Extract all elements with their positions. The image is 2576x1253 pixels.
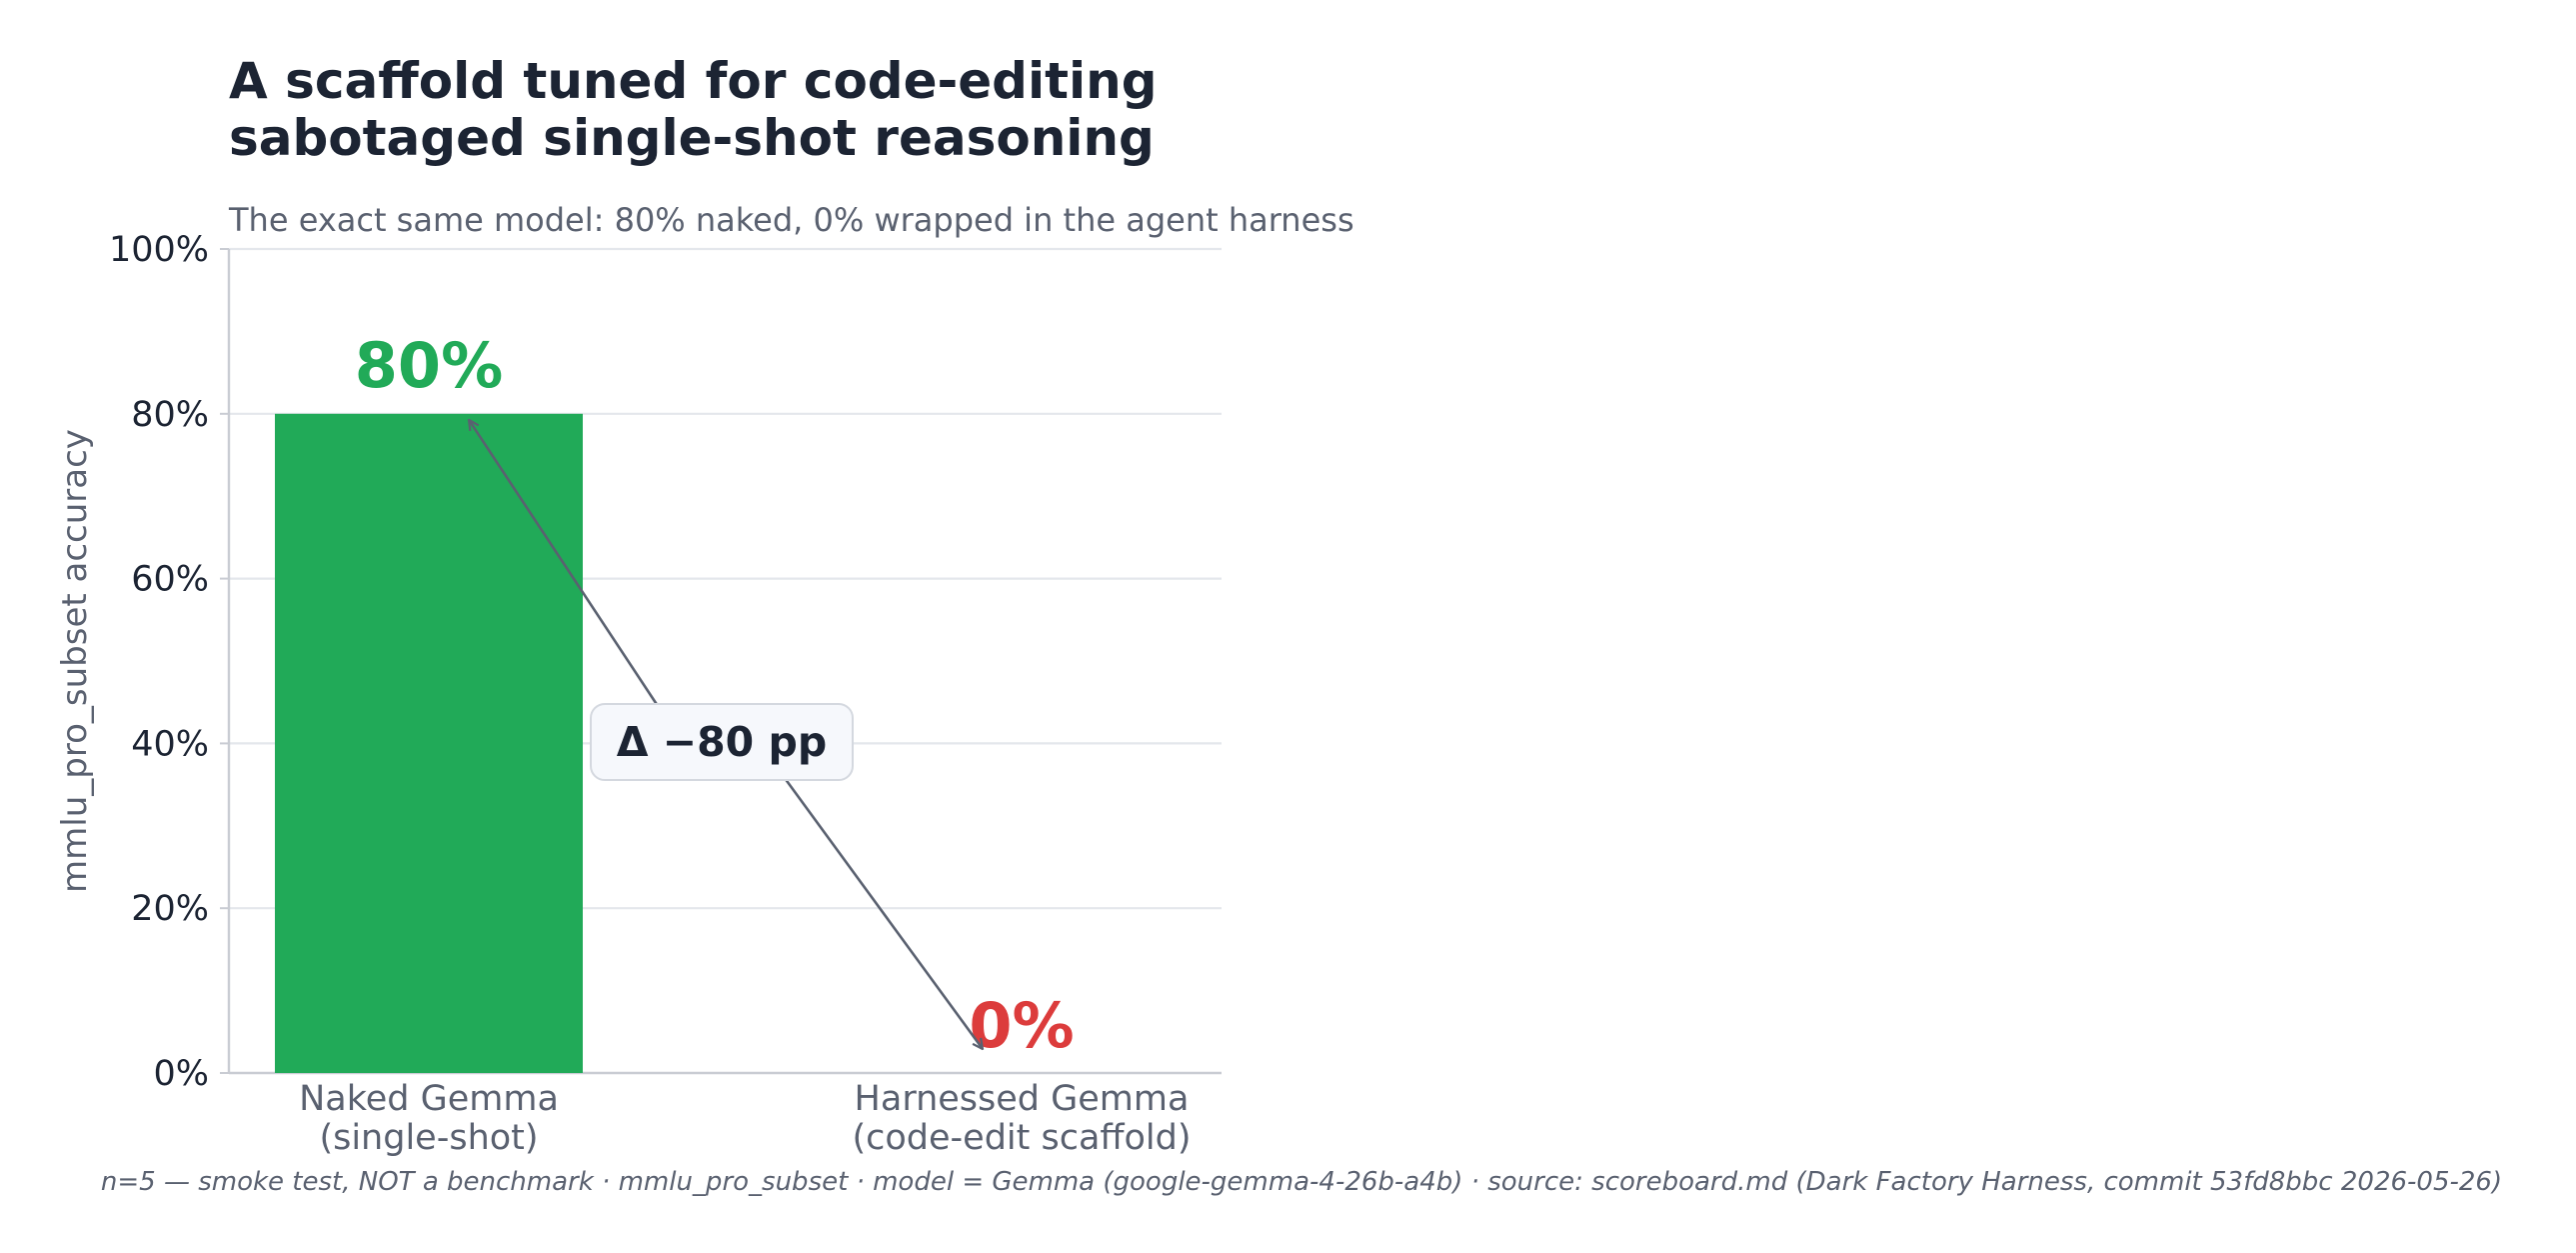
category-labels: Naked Gemma(single-shot) Harnessed Gemma(… <box>299 1079 1191 1158</box>
chart-subtitle: The exact same model: 80% naked, 0% wrap… <box>228 201 1354 239</box>
delta-label: Δ −80 pp <box>617 718 827 766</box>
bar-0 <box>275 413 583 1073</box>
chart-title-line-1: A scaffold tuned for code-editing <box>229 52 1158 110</box>
value-label-0: 80% <box>355 329 503 402</box>
y-tick-label-3: 60% <box>131 560 209 600</box>
y-tick-label-4: 80% <box>131 395 209 435</box>
delta-box <box>590 703 854 781</box>
y-tick-labels: 0% 20% 40% 60% 80% 100% <box>109 230 229 1094</box>
delta-arrow-down <box>780 773 983 1049</box>
value-labels: 80% 0% <box>355 329 1075 1062</box>
category-label-1-line-0: Harnessed Gemma <box>855 1079 1190 1119</box>
y-axis-label: mmlu_pro_subset accuracy <box>55 429 95 893</box>
chart-title-line-2: sabotaged single-shot reasoning <box>229 109 1155 167</box>
chart-footnote: n=5 — smoke test, NOT a benchmark · mmlu… <box>101 1167 2502 1197</box>
category-label-0-line-0: Naked Gemma <box>299 1079 559 1119</box>
delta-arrow-up <box>469 420 664 713</box>
category-label-1-line-1: (code-edit scaffold) <box>852 1118 1191 1158</box>
y-tick-label-2: 40% <box>131 724 209 764</box>
value-label-1: 0% <box>969 989 1074 1062</box>
bars <box>275 413 583 1073</box>
category-label-0-line-1: (single-shot) <box>319 1118 538 1158</box>
delta-annotation: Δ −80 pp <box>469 420 983 1049</box>
y-tick-label-0: 0% <box>153 1054 209 1094</box>
y-tick-label-1: 20% <box>131 889 209 929</box>
y-tick-label-5: 100% <box>109 230 209 270</box>
